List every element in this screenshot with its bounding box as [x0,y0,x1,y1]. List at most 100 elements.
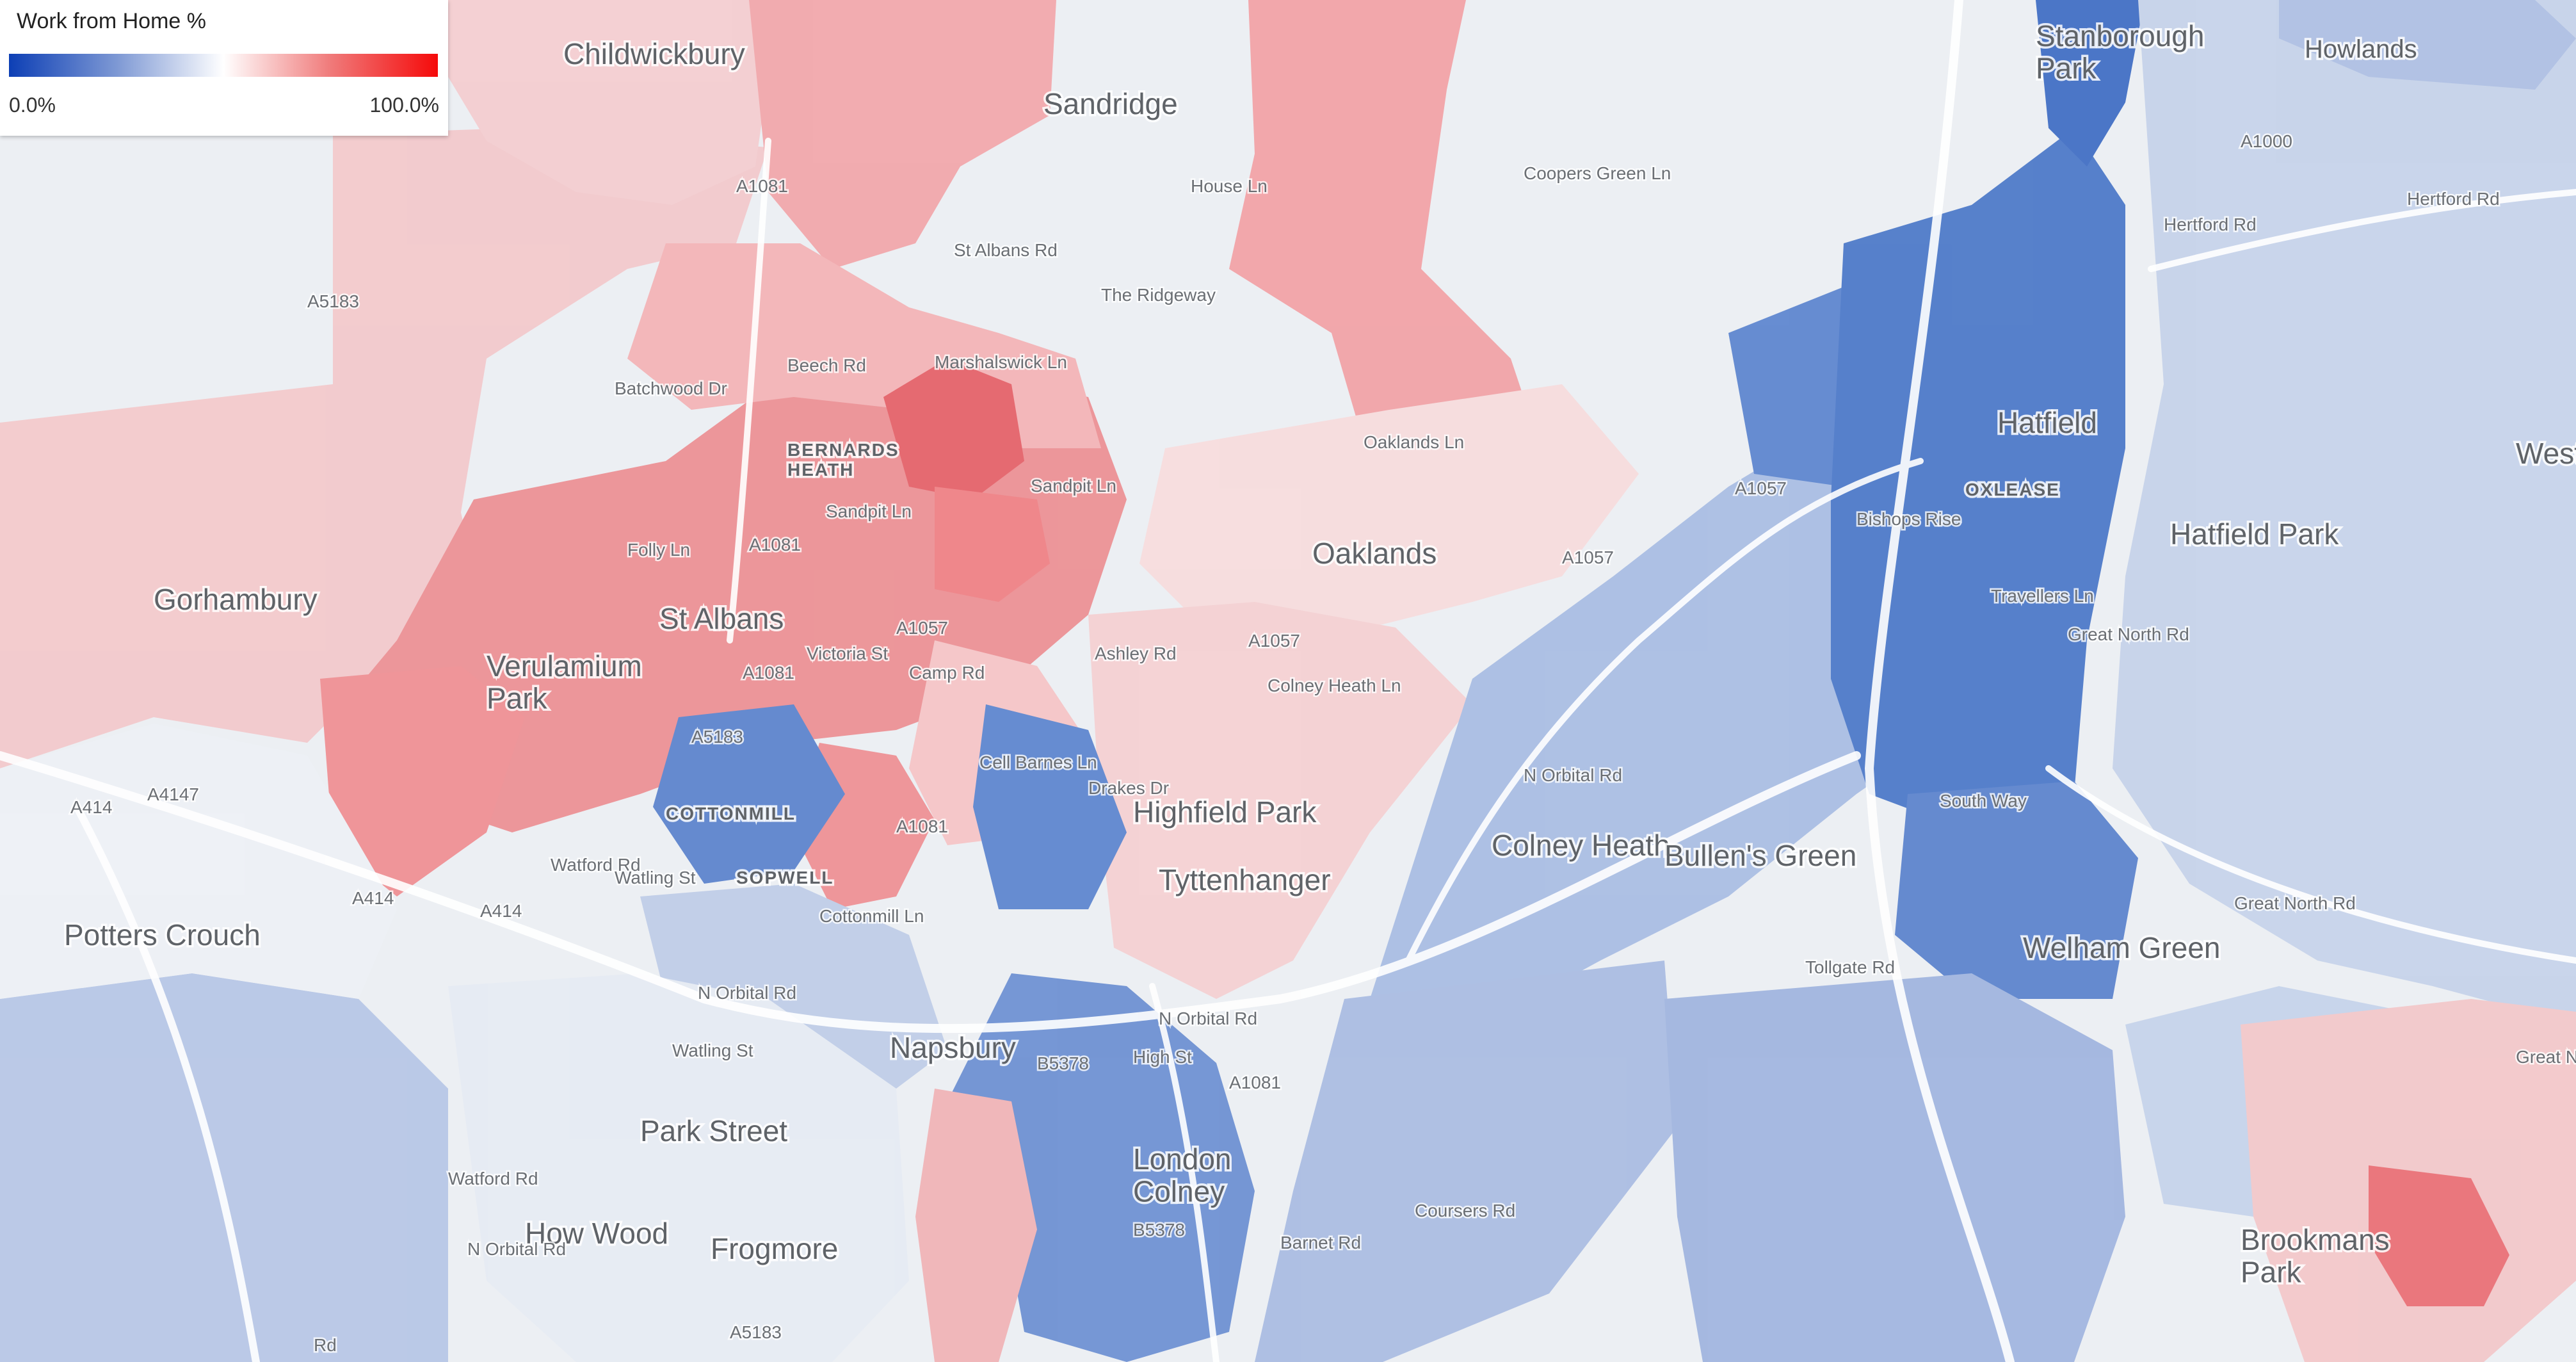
road-label: B5378 [1133,1220,1185,1240]
place-label: Gorhambury [154,583,318,616]
place-label: Childwickbury [563,37,745,70]
place-label: Verulamium Park [487,649,642,715]
area-polygon[interactable] [749,0,1056,269]
area-polygon[interactable] [1895,781,2138,999]
area-polygon[interactable] [653,704,845,884]
place-label: Brookmans Park [2241,1223,2390,1289]
area-polygon[interactable] [320,666,525,896]
legend: Work from Home % 0.0% 100.0% [0,0,448,136]
road-label: Watling St [672,1041,753,1060]
area-polygon[interactable] [1831,128,2125,832]
place-label: Welham Green [2023,931,2221,964]
area-polygon[interactable] [2279,0,2576,90]
place-label: Tyttenhanger [1159,863,1331,896]
legend-max-label: 100.0% [369,93,439,117]
road-label: Ashley Rd [1095,644,1177,663]
road-label: A5183 [691,727,743,747]
road-label: A1081 [1229,1073,1281,1092]
road-label: Camp Rd [909,663,985,683]
place-label: Oaklands [1312,537,1437,570]
road-label: Great North Rd [2516,1047,2576,1067]
road-label: Watling St [615,868,696,888]
road-labels: A1081 A5183 St Albans Rd The Ridgeway Ho… [69,130,2576,1357]
road-label: Oaklands Ln [1364,432,1464,452]
legend-title: Work from Home % [17,9,206,33]
road-label: A1057 [1562,547,1614,567]
road-label: House Ln [1191,176,1268,196]
road-label: A1057 [1735,478,1787,498]
place-labels: Childwickbury Sandridge Stanborough Park … [62,17,2576,1292]
road-label: A414 [70,797,112,817]
area-polygon[interactable] [0,724,397,999]
road-label: Great North Rd [2068,624,2189,644]
place-label: Bullen's Green [1664,839,1856,872]
road-label: N Orbital Rd [698,983,796,1003]
road-label: A5183 [730,1322,782,1342]
place-label: London Colney [1133,1142,1232,1208]
road-label: Cell Barnes Ln [979,752,1097,772]
legend-color-bar [9,54,438,77]
road-label: Coopers Green Ln [1524,163,1671,183]
road-label: Marshalswick Ln [935,352,1067,372]
place-label: Hatfield [1997,406,2097,439]
road-label: Folly Ln [627,540,690,560]
road-label: A1081 [736,176,788,196]
road-label: A1000 [2241,131,2292,151]
road-label: The Ridgeway [1101,285,1216,305]
road-label: High St [1133,1047,1192,1067]
area-polygon[interactable] [935,487,1050,602]
place-label: Highfield Park [1133,795,1317,829]
place-label: West [2516,437,2576,470]
place-label: Park Street [640,1114,787,1147]
road-label: South Way [1940,791,2027,811]
road-label: A1057 [1248,631,1300,651]
area-polygon[interactable] [2369,1165,2509,1306]
area-polygon[interactable] [973,704,1127,909]
road-label: N Orbital Rd [1524,765,1622,785]
road-label: Tollgate Rd [1805,957,1895,977]
area-polygon[interactable] [1229,0,1536,487]
road-label: A4147 [147,784,199,804]
road-label: Cottonmill Ln [819,906,924,926]
area-polygon[interactable] [1664,973,2125,1362]
road-label: Hertford Rd [2407,189,2500,209]
road-label: Beech Rd [787,355,866,375]
place-label: COTTONMILL [666,804,796,823]
road-label: Rd [314,1335,337,1355]
legend-min-label: 0.0% [9,93,56,117]
area-polygon[interactable] [1139,384,1639,640]
area-polygon[interactable] [1088,602,1472,999]
area-polygon[interactable] [448,973,909,1362]
area-polygon[interactable] [2113,0,2576,1025]
place-label: Hatfield Park [2170,517,2339,551]
area-polygon[interactable] [883,359,1024,499]
road-label: A5183 [307,291,359,311]
road-label: Colney Heath Ln [1268,676,1401,695]
road-label: A1081 [743,663,794,683]
place-label: SOPWELL [736,868,833,888]
place-label: How Wood [525,1217,668,1250]
area-polygon[interactable] [1255,961,1677,1362]
road-label: Coursers Rd [1415,1201,1515,1220]
road-label: Travellers Ln [1991,586,2094,606]
area-polygon[interactable] [0,973,448,1362]
road-label: N Orbital Rd [1159,1009,1257,1028]
area-polygon[interactable] [915,1089,1037,1362]
place-label: Stanborough Park [2036,19,2204,85]
place-label: Howlands [2305,35,2417,63]
road-label: A414 [480,901,522,921]
area-polygon[interactable] [0,128,768,768]
road-label: B5378 [1037,1053,1089,1073]
road-label: Sandpit Ln [826,501,912,521]
area-polygon[interactable] [2036,0,2145,166]
place-label: Sandridge [1043,87,1178,120]
road-label: St Albans Rd [954,240,1058,260]
road-label: A1081 [896,816,948,836]
area-polygon[interactable] [448,0,768,205]
road-label: N Orbital Rd [467,1239,566,1259]
road-label: Drakes Dr [1088,778,1169,798]
road-label: Watford Rd [448,1169,538,1188]
